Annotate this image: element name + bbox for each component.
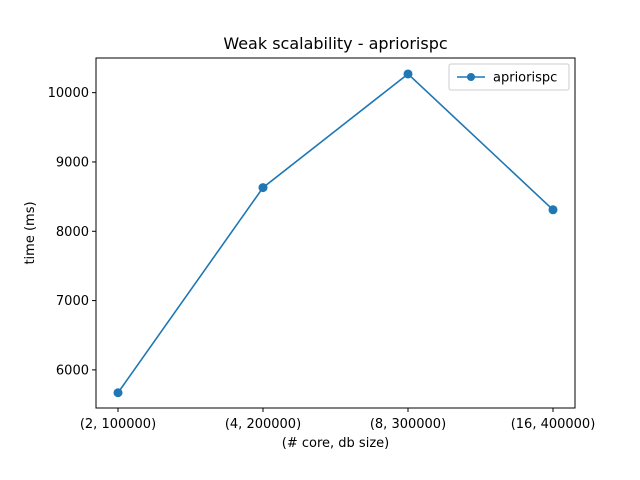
legend-label: apriorispc — [493, 71, 557, 86]
y-axis: 6000 7000 8000 9000 10000 — [48, 86, 96, 378]
data-point — [113, 388, 123, 398]
x-tick-label: (8, 300000) — [370, 417, 446, 432]
legend: apriorispc — [448, 63, 570, 91]
y-tick-label: 7000 — [56, 294, 89, 309]
data-point — [258, 183, 268, 193]
x-tick-label: (2, 100000) — [80, 417, 156, 432]
x-axis: (2, 100000) (4, 200000) (8, 300000) (16, 40… — [80, 408, 595, 432]
series-line — [117, 72, 554, 394]
y-tick-label: 9000 — [56, 155, 89, 170]
y-axis-label: time (ms) — [23, 201, 38, 264]
x-axis-label: (# core, db size) — [282, 436, 389, 451]
y-tick-label: 10000 — [48, 86, 89, 101]
legend-marker — [467, 73, 475, 81]
y-tick-label: 6000 — [56, 363, 89, 378]
series-apriorispc — [113, 69, 558, 398]
y-tick-label: 8000 — [56, 225, 89, 240]
x-tick-label: (16, 400000) — [511, 417, 596, 432]
plot-area — [95, 57, 576, 409]
data-point — [403, 69, 413, 79]
data-point — [548, 205, 558, 215]
chart-title: Weak scalability - apriorispc — [223, 34, 447, 53]
legend-box — [448, 63, 570, 91]
x-tick-label: (4, 200000) — [225, 417, 301, 432]
